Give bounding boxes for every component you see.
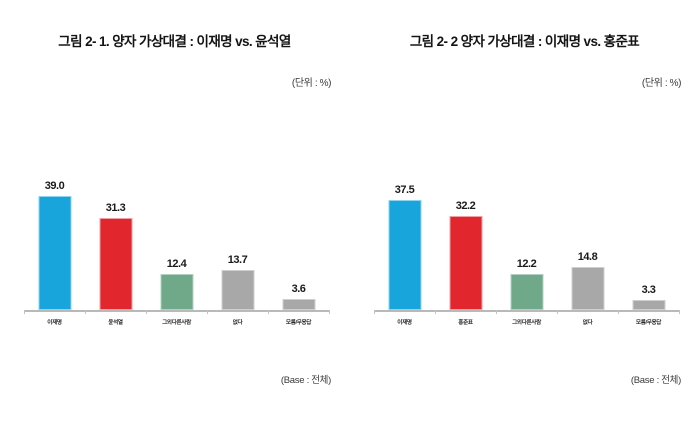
- axis-tick: [146, 310, 147, 314]
- axis-baseline: [24, 310, 329, 312]
- bar: [388, 200, 421, 310]
- bar-group: 13.7 없다: [207, 150, 268, 326]
- category-label: 홍준표: [458, 320, 473, 326]
- axis-tick: [496, 310, 497, 314]
- bar: [449, 215, 482, 310]
- axis-tick: [329, 310, 330, 314]
- bar-value-label: 31.3: [105, 202, 126, 215]
- bar-value-label: 13.7: [227, 253, 248, 266]
- bar-value-label: 14.8: [577, 250, 598, 263]
- bar-group: 14.8 없다: [557, 150, 618, 326]
- plot-area-left: 39.0 이재명 31.3 윤석열 12.4 그외다른사람 13.7 없다 3.6 모름/무응답: [24, 150, 330, 326]
- category-label: 모름/무응답: [635, 320, 662, 326]
- page-title-left: 그림 2- 1. 양자 가상대결 : 이재명 vs. 윤석열: [58, 34, 291, 49]
- category-label: 없다: [582, 320, 593, 326]
- bar-group: 12.4 그외다른사람: [146, 150, 207, 326]
- axis-tick: [374, 310, 375, 314]
- bar-value-label: 3.6: [291, 283, 306, 296]
- axis-tick: [24, 310, 25, 314]
- unit-label-left: (단위 : %): [291, 78, 331, 89]
- base-label-left: (Base : 전체): [280, 375, 331, 386]
- category-label: 없다: [232, 320, 243, 326]
- base-label-right: (Base : 전체): [630, 375, 681, 386]
- chart-panel-left: 그림 2- 1. 양자 가상대결 : 이재명 vs. 윤석열 (단위 : %) …: [0, 0, 349, 437]
- bar-group: 3.3 모름/무응답: [618, 150, 679, 326]
- bar-group: 39.0 이재명: [24, 150, 85, 326]
- axis-baseline: [374, 310, 679, 312]
- bar-value-label: 39.0: [44, 179, 65, 192]
- unit-label-right: (단위 : %): [641, 78, 681, 89]
- bar: [510, 274, 543, 310]
- bar-value-label: 12.2: [516, 258, 537, 271]
- bar: [632, 300, 665, 310]
- bar-group: 37.5 이재명: [374, 150, 435, 326]
- category-label: 그외다른사람: [162, 320, 191, 326]
- bar-value-label: 12.4: [166, 257, 187, 270]
- bar-group: 3.6 모름/무응답: [268, 150, 329, 326]
- category-label: 모름/무응답: [285, 320, 312, 326]
- chart-panel-right: 그림 2- 2 양자 가상대결 : 이재명 vs. 홍준표 (단위 : %) 3…: [350, 0, 699, 437]
- axis-tick: [557, 310, 558, 314]
- bar-value-label: 32.2: [455, 199, 476, 212]
- bar-value-label: 3.3: [641, 284, 656, 297]
- axis-tick: [618, 310, 619, 314]
- axis-tick: [85, 310, 86, 314]
- axis-tick: [435, 310, 436, 314]
- category-label: 이재명: [47, 320, 62, 326]
- bar-group: 32.2 홍준표: [435, 150, 496, 326]
- bar: [160, 273, 193, 310]
- bar-group: 31.3 윤석열: [85, 150, 146, 326]
- bar: [282, 299, 315, 310]
- category-label: 이재명: [397, 320, 412, 326]
- bar: [38, 195, 71, 310]
- bar: [99, 218, 132, 310]
- page-title-right: 그림 2- 2 양자 가상대결 : 이재명 vs. 홍준표: [409, 34, 640, 49]
- bar-group: 12.2 그외다른사람: [496, 150, 557, 326]
- bar: [221, 269, 254, 310]
- category-label: 윤석열: [108, 320, 123, 326]
- category-label: 그외다른사람: [512, 320, 541, 326]
- bar: [571, 266, 604, 310]
- axis-tick: [679, 310, 680, 314]
- plot-area-right: 37.5 이재명 32.2 홍준표 12.2 그외다른사람 14.8 없다 3.3 모름/무응답: [374, 150, 680, 326]
- bar-value-label: 37.5: [394, 184, 415, 196]
- axis-tick: [268, 310, 269, 314]
- axis-tick: [207, 310, 208, 314]
